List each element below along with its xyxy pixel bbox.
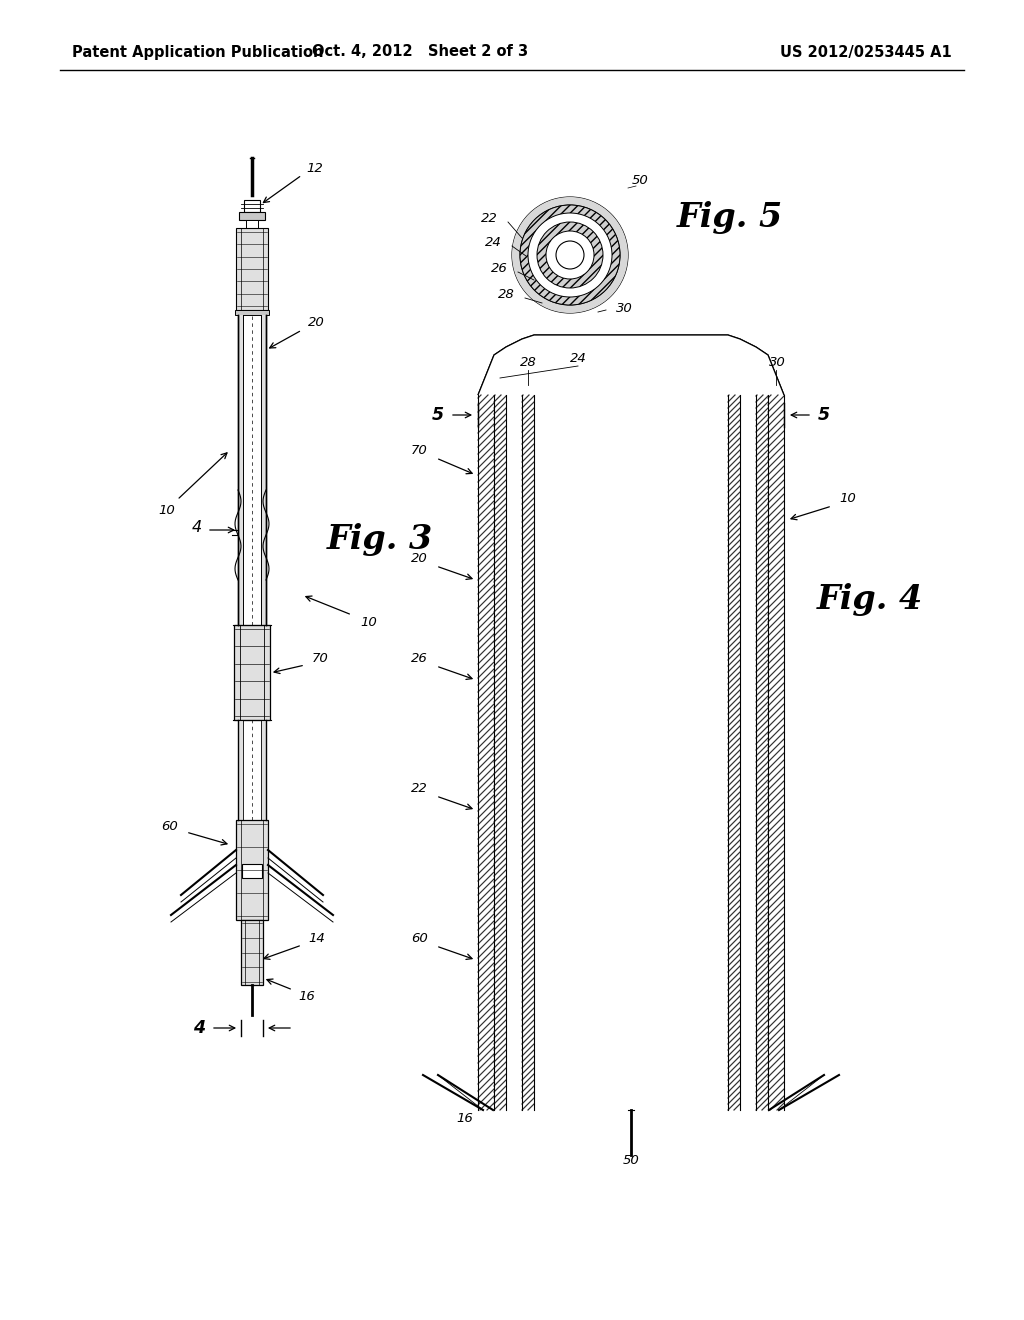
Circle shape xyxy=(520,205,620,305)
Text: 4: 4 xyxy=(191,520,202,536)
Text: 20: 20 xyxy=(308,315,325,329)
Text: 24: 24 xyxy=(485,235,502,248)
Bar xyxy=(244,201,260,213)
Circle shape xyxy=(556,242,584,269)
Text: 70: 70 xyxy=(412,444,428,457)
Text: 30: 30 xyxy=(616,301,633,314)
Text: 16: 16 xyxy=(298,990,314,1003)
Bar xyxy=(242,865,262,878)
Text: 4: 4 xyxy=(193,1019,205,1038)
Bar xyxy=(534,395,728,1110)
Bar xyxy=(740,395,756,1110)
Text: US 2012/0253445 A1: US 2012/0253445 A1 xyxy=(780,45,952,59)
Text: 22: 22 xyxy=(412,781,428,795)
Circle shape xyxy=(512,197,628,313)
Bar xyxy=(239,213,265,220)
Bar xyxy=(506,395,522,1110)
Text: 30: 30 xyxy=(769,355,785,368)
Circle shape xyxy=(528,213,612,297)
Bar xyxy=(261,719,266,820)
Text: 10: 10 xyxy=(360,615,377,628)
Bar xyxy=(238,719,243,820)
Bar xyxy=(261,315,266,624)
Text: 50: 50 xyxy=(623,1154,639,1167)
Bar xyxy=(478,395,784,1110)
Text: 60: 60 xyxy=(412,932,428,945)
Text: 5: 5 xyxy=(818,407,830,424)
Text: 20: 20 xyxy=(412,552,428,565)
Text: Fig. 4: Fig. 4 xyxy=(817,583,923,616)
Text: 28: 28 xyxy=(519,355,537,368)
Bar xyxy=(234,310,269,315)
Bar xyxy=(234,624,270,719)
Text: 26: 26 xyxy=(412,652,428,664)
Text: 60: 60 xyxy=(161,820,178,833)
Text: 10: 10 xyxy=(159,503,175,516)
Circle shape xyxy=(510,195,630,315)
Circle shape xyxy=(546,231,594,279)
Bar xyxy=(241,920,263,985)
Text: 22: 22 xyxy=(481,211,498,224)
Text: 70: 70 xyxy=(312,652,329,664)
Bar xyxy=(236,228,268,310)
Text: Patent Application Publication: Patent Application Publication xyxy=(72,45,324,59)
Text: Oct. 4, 2012   Sheet 2 of 3: Oct. 4, 2012 Sheet 2 of 3 xyxy=(312,45,528,59)
Text: 24: 24 xyxy=(569,351,587,364)
Text: 50: 50 xyxy=(632,173,649,186)
Text: Fig. 3: Fig. 3 xyxy=(327,524,433,557)
Text: Fig. 5: Fig. 5 xyxy=(677,202,783,235)
Text: 14: 14 xyxy=(308,932,325,945)
Bar xyxy=(236,820,268,920)
Text: 10: 10 xyxy=(839,491,856,504)
Text: 5: 5 xyxy=(432,407,444,424)
Circle shape xyxy=(512,197,628,313)
Bar xyxy=(246,220,258,228)
Text: 28: 28 xyxy=(499,289,515,301)
Text: 26: 26 xyxy=(492,261,508,275)
Circle shape xyxy=(537,222,603,288)
Text: 12: 12 xyxy=(306,162,323,176)
Circle shape xyxy=(520,205,620,305)
Bar xyxy=(238,315,243,624)
Text: 16: 16 xyxy=(457,1111,473,1125)
Polygon shape xyxy=(478,335,784,395)
